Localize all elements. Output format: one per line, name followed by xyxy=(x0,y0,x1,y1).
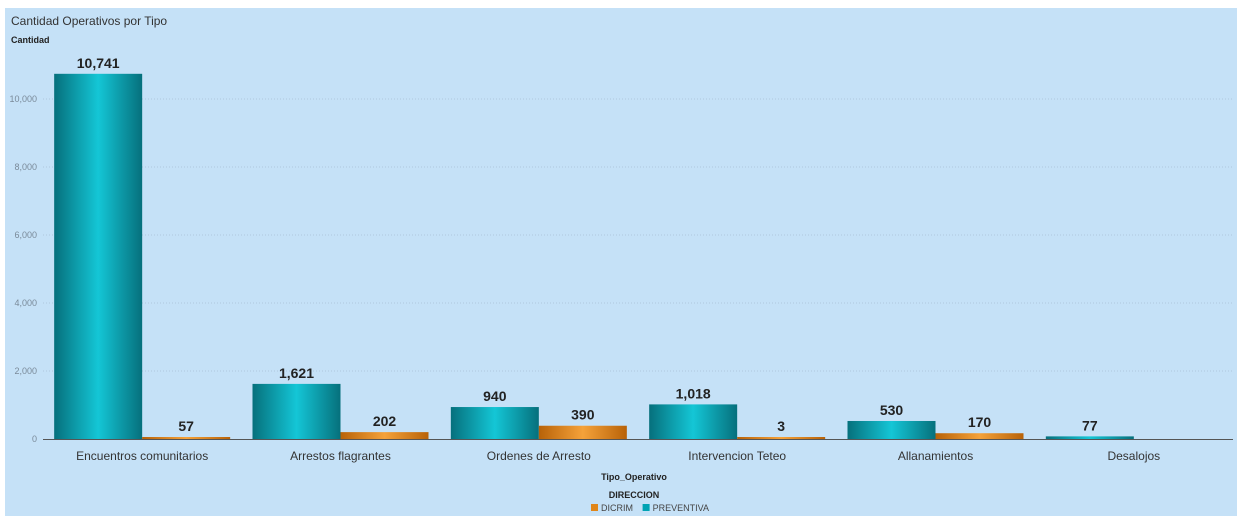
bar-chart: Cantidad Operativos por Tipo Cantidad 0 2… xyxy=(9,14,1233,513)
data-label: 1,018 xyxy=(676,385,711,401)
bars xyxy=(54,73,1134,439)
bar-dicrim xyxy=(340,432,429,439)
x-tick-label: Encuentros comunitarios xyxy=(76,449,208,463)
y-axis-ticks: 0 2,000 4,000 6,000 8,000 10,000 xyxy=(9,94,37,444)
data-label: 1,621 xyxy=(279,365,314,381)
bar-dicrim xyxy=(538,425,627,439)
legend: DIRECCION DICRIM PREVENTIVA xyxy=(591,490,709,513)
y-tick-label: 8,000 xyxy=(14,162,37,172)
chart-panel: Cantidad Operativos por Tipo Cantidad 0 2… xyxy=(5,8,1237,516)
x-axis-label: Tipo_Operativo xyxy=(601,472,667,482)
y-axis-label: Cantidad xyxy=(11,35,50,45)
data-label: 3 xyxy=(777,418,785,434)
legend-swatch xyxy=(642,504,650,511)
bar-preventiva xyxy=(1045,436,1134,439)
data-label: 57 xyxy=(178,418,194,434)
data-label: 390 xyxy=(571,407,595,423)
data-labels: 10,741 57 1,621 202 940 390 1,018 3 530 170 77 xyxy=(77,55,1098,434)
data-label: 940 xyxy=(483,388,507,404)
x-tick-label: Arrestos flagrantes xyxy=(290,449,391,463)
legend-swatch xyxy=(591,504,598,511)
data-label: 77 xyxy=(1082,417,1098,433)
data-label: 530 xyxy=(880,402,904,418)
x-tick-label: Ordenes de Arresto xyxy=(487,449,591,463)
bar-dicrim xyxy=(142,437,231,439)
x-tick-label: Intervencion Teteo xyxy=(688,449,786,463)
legend-title: DIRECCION xyxy=(609,490,660,500)
x-tick-label: Allanamientos xyxy=(898,449,973,463)
legend-item-label: PREVENTIVA xyxy=(653,503,709,513)
x-axis-categories: Encuentros comunitarios Arrestos flagrant… xyxy=(76,449,1160,463)
bar-preventiva xyxy=(54,73,143,439)
data-label: 202 xyxy=(373,413,397,429)
y-tick-label: 2,000 xyxy=(14,366,37,376)
legend-item-label: DICRIM xyxy=(601,503,633,513)
bar-preventiva xyxy=(252,383,341,439)
bar-dicrim xyxy=(935,433,1024,439)
y-tick-label: 10,000 xyxy=(9,94,37,104)
data-label: 170 xyxy=(968,414,992,430)
chart-title: Cantidad Operativos por Tipo xyxy=(11,14,167,28)
bar-preventiva xyxy=(847,420,936,439)
data-label: 10,741 xyxy=(77,55,120,71)
x-tick-label: Desalojos xyxy=(1107,449,1160,463)
bar-dicrim xyxy=(737,437,826,439)
bar-preventiva xyxy=(450,407,539,439)
y-tick-label: 6,000 xyxy=(14,230,37,240)
legend-items: DICRIM PREVENTIVA xyxy=(591,503,709,513)
gridlines xyxy=(43,98,1233,372)
y-tick-label: 0 xyxy=(32,434,37,444)
bar-preventiva xyxy=(649,404,738,439)
y-tick-label: 4,000 xyxy=(14,298,37,308)
